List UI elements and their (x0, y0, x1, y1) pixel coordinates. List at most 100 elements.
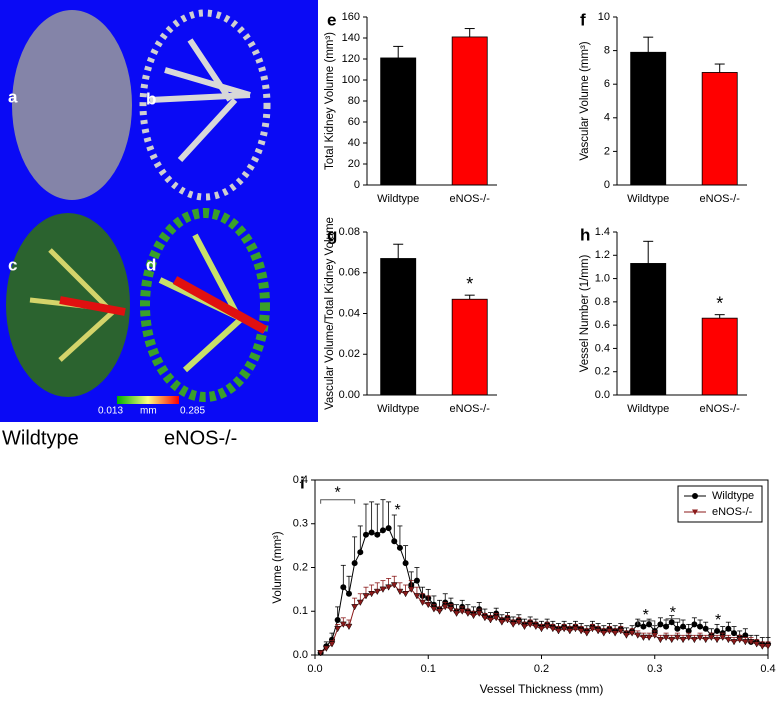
point (407, 586, 415, 593)
x-axis-title: Vessel Thickness (mm) (480, 682, 604, 696)
error-bar (714, 63, 725, 73)
colorbar-unit: mm (140, 406, 157, 417)
y-tick-label: 0.2 (293, 561, 308, 573)
point (617, 628, 625, 635)
point (725, 625, 732, 632)
y-axis-title: Vascular Volume/Total Kidney Volume (324, 217, 336, 410)
point (674, 625, 681, 632)
point (351, 560, 358, 567)
point (345, 623, 353, 631)
significance-bracket (665, 618, 681, 623)
point (413, 593, 421, 600)
error-bar (363, 503, 369, 535)
x-tick-label: Wildtype (627, 193, 669, 205)
point (464, 610, 472, 617)
point (640, 623, 647, 630)
kidney-render (140, 208, 270, 402)
y-tick-label: 8 (604, 45, 610, 57)
point (764, 643, 772, 650)
point (379, 586, 387, 593)
caption: eNOS-/- (164, 427, 237, 449)
point (742, 632, 749, 639)
x-tick-label: eNOS-/- (450, 193, 491, 205)
point (583, 630, 591, 637)
point (572, 626, 579, 633)
point (373, 588, 381, 596)
legend-label: Wildtype (712, 490, 754, 502)
point (453, 610, 460, 617)
y-tick-label: 0.1 (293, 605, 308, 617)
y-tick-label: 0.4 (595, 342, 610, 354)
y-tick-label: 0.06 (339, 267, 360, 279)
x-tick-label: 0.2 (534, 663, 549, 675)
point (487, 617, 494, 624)
y-tick-label: 0.8 (595, 296, 610, 308)
y-tick-label: 20 (348, 158, 360, 170)
point (481, 615, 489, 622)
error-bar (340, 564, 346, 588)
error-bar (393, 45, 404, 58)
error-bar (643, 240, 654, 264)
y-tick-label: 0.6 (595, 319, 610, 331)
point (736, 636, 744, 644)
significance: * (715, 612, 721, 629)
bar (380, 57, 417, 186)
y-tick-label: 0 (604, 179, 610, 191)
y-tick-label: 6 (604, 78, 610, 90)
point (492, 615, 500, 622)
point (606, 628, 613, 635)
significance: * (395, 502, 401, 519)
error-bar (464, 28, 475, 37)
y-axis-title: Volume (mm³) (272, 531, 284, 603)
point (758, 643, 766, 650)
point (509, 621, 517, 628)
point (697, 623, 704, 630)
y-tick-label: 80 (348, 95, 360, 107)
point (532, 623, 540, 631)
y-axis-title: Total Kidney Volume (mm³) (324, 32, 336, 170)
point (747, 639, 755, 646)
panel-label: b (146, 89, 156, 108)
point (362, 531, 369, 538)
point (340, 584, 347, 591)
bar (630, 263, 667, 396)
y-tick-label: 160 (342, 11, 360, 23)
vessel-render (59, 296, 126, 316)
y-tick-label: 100 (342, 74, 360, 86)
x-tick-label: Wildtype (377, 193, 419, 205)
y-tick-label: 40 (348, 137, 360, 149)
point (402, 560, 409, 567)
x-tick-label: eNOS-/- (700, 193, 741, 205)
point (328, 641, 336, 648)
error-bar (397, 525, 403, 548)
y-tick-label: 0.00 (339, 389, 360, 401)
point (436, 608, 443, 615)
point (402, 591, 410, 598)
point (413, 577, 420, 584)
y-tick-label: 10 (598, 11, 610, 23)
bar (630, 51, 667, 186)
y-tick-label: 0.02 (339, 348, 360, 360)
point (390, 582, 398, 589)
significance: * (466, 274, 473, 294)
error-bar (380, 499, 386, 531)
panel-label: h (580, 225, 590, 244)
y-tick-label: 0.0 (293, 649, 308, 661)
y-tick-label: 140 (342, 32, 360, 44)
significance: * (643, 607, 649, 624)
vessel-render (149, 38, 251, 163)
point (731, 630, 738, 637)
bar (451, 298, 488, 396)
point (351, 604, 359, 611)
point (430, 606, 438, 613)
colorbar-max: 0.285 (180, 406, 205, 417)
point (611, 630, 619, 637)
point (526, 621, 534, 628)
series-line (320, 584, 768, 654)
point (543, 623, 551, 631)
error-bar (391, 514, 397, 542)
point (646, 621, 653, 628)
point (691, 621, 698, 628)
panel-label: g (327, 225, 337, 244)
point (560, 626, 568, 633)
